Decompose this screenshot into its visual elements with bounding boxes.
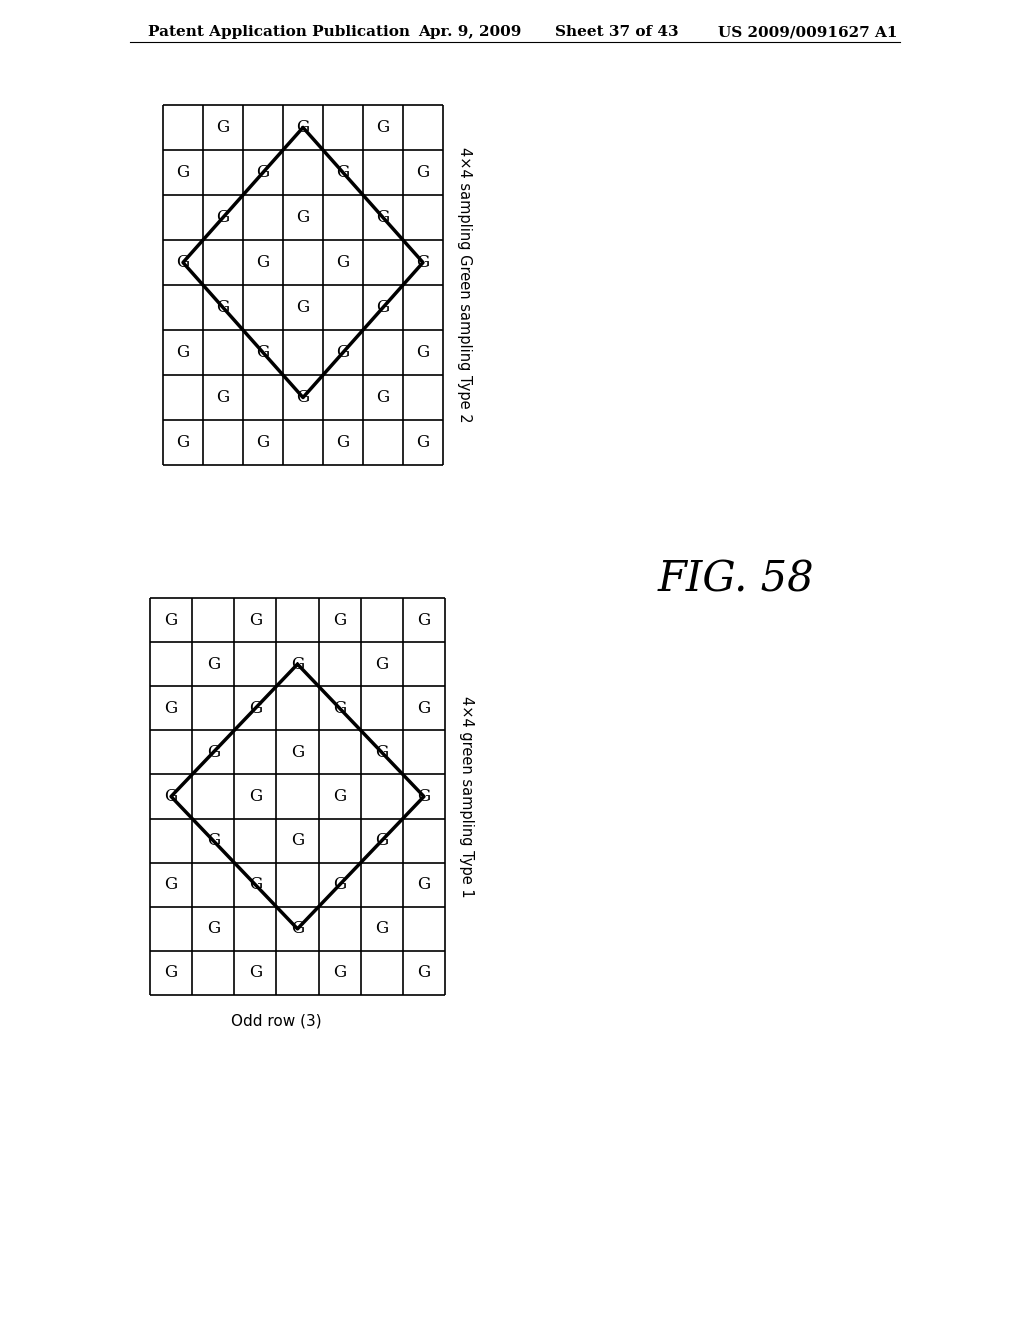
Text: G: G — [337, 345, 349, 360]
Text: G: G — [337, 253, 349, 271]
Text: Patent Application Publication: Patent Application Publication — [148, 25, 410, 40]
Text: G: G — [176, 434, 189, 451]
Text: G: G — [176, 164, 189, 181]
Text: G: G — [375, 832, 388, 849]
Text: G: G — [207, 920, 220, 937]
Text: G: G — [333, 965, 346, 982]
Text: G: G — [296, 119, 309, 136]
Text: G: G — [165, 788, 177, 805]
Text: FIG. 58: FIG. 58 — [658, 558, 815, 601]
Text: G: G — [418, 788, 430, 805]
Text: G: G — [296, 389, 309, 407]
Text: G: G — [377, 209, 389, 226]
Text: G: G — [249, 788, 262, 805]
Text: G: G — [176, 345, 189, 360]
Text: G: G — [216, 119, 229, 136]
Text: G: G — [256, 164, 269, 181]
Text: G: G — [207, 656, 220, 673]
Text: G: G — [333, 611, 346, 628]
Text: 4×4 green sampling Type 1: 4×4 green sampling Type 1 — [459, 696, 474, 898]
Text: G: G — [418, 876, 430, 894]
Text: G: G — [207, 744, 220, 760]
Text: G: G — [165, 611, 177, 628]
Text: G: G — [333, 876, 346, 894]
Text: G: G — [337, 434, 349, 451]
Text: G: G — [291, 920, 304, 937]
Text: G: G — [249, 700, 262, 717]
Text: G: G — [333, 700, 346, 717]
Text: G: G — [165, 700, 177, 717]
Text: G: G — [296, 300, 309, 315]
Text: G: G — [377, 300, 389, 315]
Text: G: G — [418, 611, 430, 628]
Text: G: G — [256, 345, 269, 360]
Text: G: G — [249, 876, 262, 894]
Text: G: G — [249, 611, 262, 628]
Text: G: G — [165, 876, 177, 894]
Text: G: G — [417, 345, 429, 360]
Text: G: G — [176, 253, 189, 271]
Text: G: G — [291, 832, 304, 849]
Text: G: G — [216, 389, 229, 407]
Text: Sheet 37 of 43: Sheet 37 of 43 — [555, 25, 679, 40]
Text: US 2009/0091627 A1: US 2009/0091627 A1 — [718, 25, 897, 40]
Text: G: G — [417, 253, 429, 271]
Text: G: G — [377, 389, 389, 407]
Text: G: G — [337, 164, 349, 181]
Text: G: G — [207, 832, 220, 849]
Text: G: G — [333, 788, 346, 805]
Text: G: G — [256, 253, 269, 271]
Text: G: G — [216, 209, 229, 226]
Text: G: G — [418, 965, 430, 982]
Text: G: G — [417, 434, 429, 451]
Text: G: G — [256, 434, 269, 451]
Text: G: G — [418, 700, 430, 717]
Text: G: G — [296, 209, 309, 226]
Text: G: G — [216, 300, 229, 315]
Text: G: G — [291, 656, 304, 673]
Text: G: G — [417, 164, 429, 181]
Text: G: G — [291, 744, 304, 760]
Text: Apr. 9, 2009: Apr. 9, 2009 — [418, 25, 521, 40]
Text: G: G — [375, 744, 388, 760]
Text: G: G — [249, 965, 262, 982]
Text: 4×4 sampling Green sampling Type 2: 4×4 sampling Green sampling Type 2 — [457, 148, 472, 422]
Text: G: G — [375, 656, 388, 673]
Text: G: G — [165, 965, 177, 982]
Text: G: G — [377, 119, 389, 136]
Text: G: G — [375, 920, 388, 937]
Text: Odd row (3): Odd row (3) — [231, 1012, 322, 1028]
